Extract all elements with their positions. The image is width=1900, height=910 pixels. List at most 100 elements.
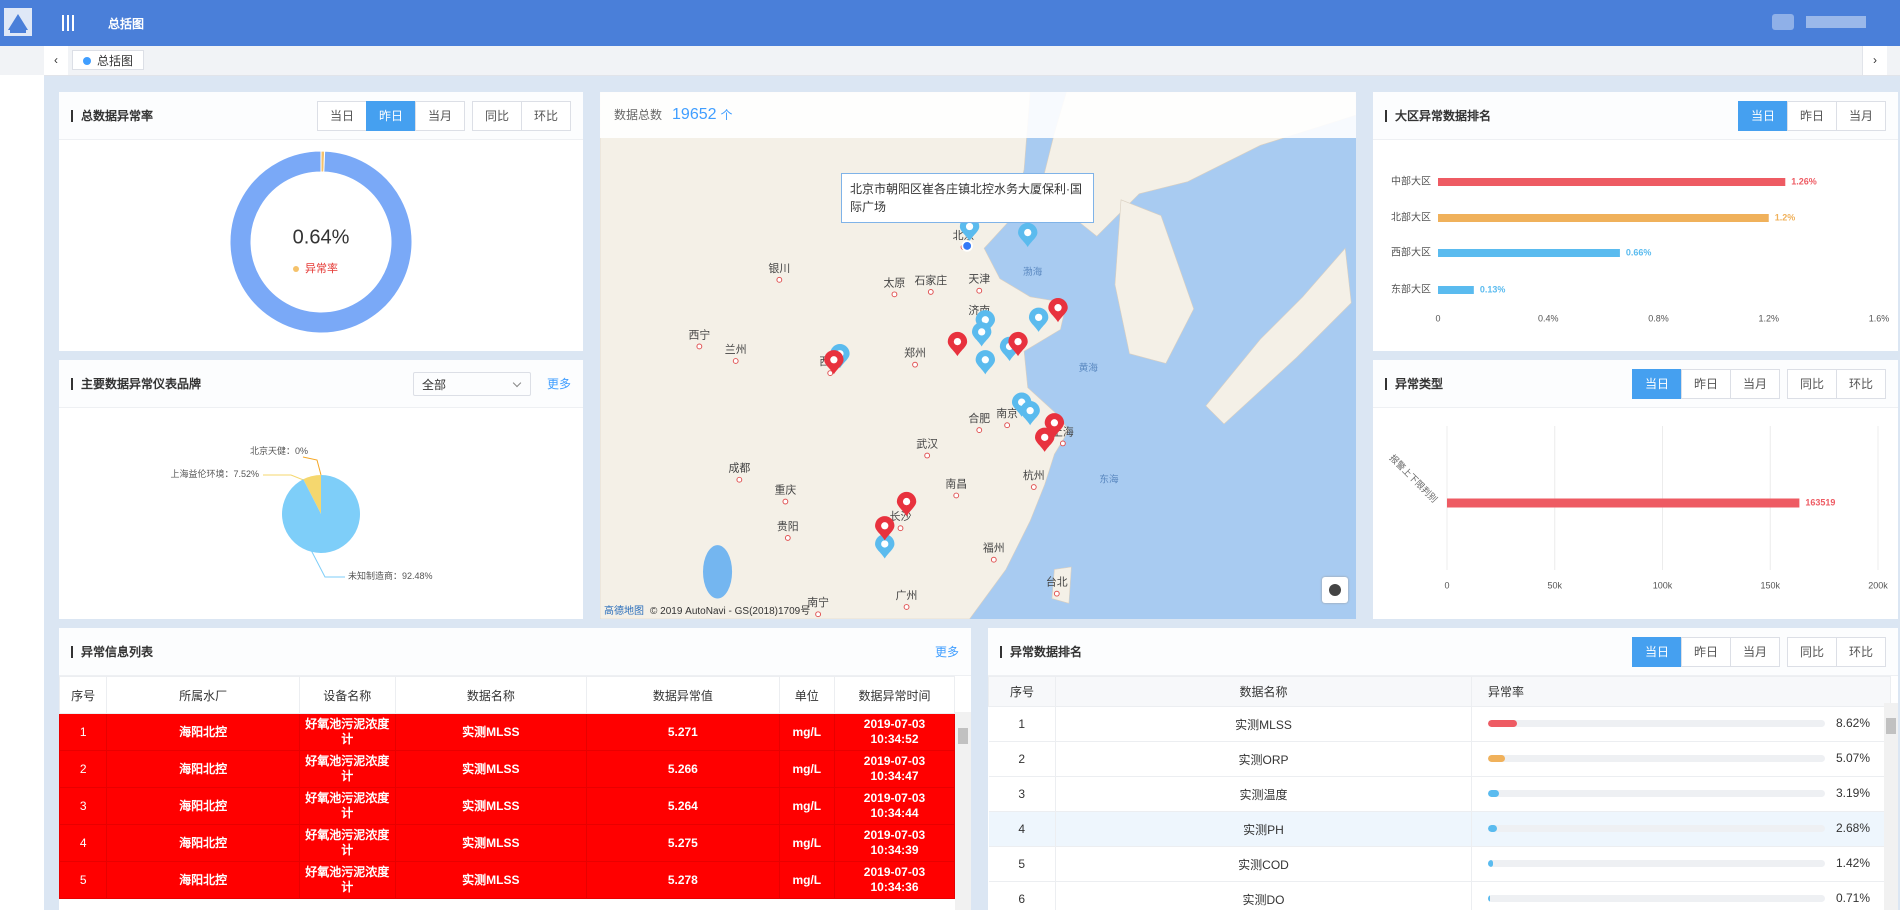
rate-label: 5.07% — [1836, 742, 1870, 774]
period-button[interactable]: 昨日 — [1787, 101, 1837, 131]
compare-button[interactable]: 环比 — [521, 101, 571, 131]
compare-button[interactable]: 同比 — [1787, 369, 1837, 399]
city-dot — [898, 526, 903, 531]
leader-line — [311, 550, 345, 577]
chart-panel: 总数据异常率当日昨日当月同比环比0.64%异常率 — [59, 92, 583, 351]
rate-label: 0.71% — [1836, 882, 1870, 910]
data-row[interactable]: 4海阳北控好氧池污泥浓度计实测MLSS5.275mg/L2019-07-03 1… — [60, 825, 955, 862]
city-label: 合肥 — [968, 411, 990, 425]
user-avatar[interactable] — [1772, 14, 1794, 30]
cell: 实测ORP — [1056, 742, 1472, 777]
logo[interactable] — [4, 8, 32, 36]
data-row[interactable]: 5海阳北控好氧池污泥浓度计实测MLSS5.278mg/L2019-07-03 1… — [60, 862, 955, 899]
category-label: 东部大区 — [1391, 283, 1431, 296]
data-row[interactable]: 1海阳北控好氧池污泥浓度计实测MLSS5.271mg/L2019-07-03 1… — [60, 714, 955, 751]
tab-scroll-left[interactable]: ‹ — [44, 46, 68, 75]
cell: 2019-07-03 10:34:47 — [835, 751, 955, 788]
x-tick-label: 50k — [1547, 580, 1562, 590]
city-dot — [977, 428, 982, 433]
tab-label: 总括图 — [97, 54, 133, 68]
menu-icon[interactable] — [62, 15, 74, 31]
compare-buttons: 同比环比 — [1788, 637, 1886, 667]
period-button[interactable]: 昨日 — [366, 101, 416, 131]
compare-button[interactable]: 环比 — [1836, 637, 1886, 667]
period-button[interactable]: 当日 — [1738, 101, 1788, 131]
map-attribution: 高德地图© 2019 AutoNavi - GS(2018)1709号 — [604, 605, 810, 619]
cell: 实测MLSS — [395, 862, 586, 899]
abnormal-list-panel: 异常信息列表更多序号所属水厂设备名称数据名称数据异常值单位数据异常时间1海阳北控… — [59, 628, 971, 910]
tab-scroll-right[interactable]: › — [1862, 46, 1887, 75]
city-label: 成都 — [728, 462, 750, 475]
data-row[interactable]: 3实测温度3.19% — [989, 777, 1891, 812]
cell: mg/L — [779, 788, 834, 825]
total-unit: 个 — [721, 108, 733, 122]
chart-panel: 异常类型当日昨日当月同比环比050k100k150k200k报警上下限判别163… — [1373, 360, 1898, 619]
period-button[interactable]: 当日 — [1632, 637, 1682, 667]
period-button[interactable]: 当月 — [415, 101, 465, 131]
total-label: 数据总数 — [614, 108, 662, 122]
pin-hole — [1035, 314, 1042, 321]
cell: 6 — [989, 882, 1056, 910]
pin-hole — [881, 522, 888, 529]
sea-label: 渤海 — [1023, 265, 1043, 278]
cell: 实测PH — [1056, 812, 1472, 847]
data-row[interactable]: 5实测COD1.42% — [989, 847, 1891, 882]
period-button[interactable]: 当日 — [1632, 369, 1682, 399]
rate-cell: 2.68% — [1472, 812, 1891, 847]
slice-value: 92.48% — [402, 571, 433, 581]
city-label: 重庆 — [774, 483, 796, 497]
more-link[interactable]: 更多 — [935, 643, 959, 660]
cell: 5.264 — [587, 788, 780, 825]
period-button[interactable]: 当月 — [1836, 101, 1886, 131]
period-button[interactable]: 当月 — [1730, 369, 1780, 399]
city-label: 南宁 — [807, 595, 829, 609]
column-header: 所属水厂 — [107, 677, 300, 714]
rate-cell: 0.71% — [1472, 882, 1891, 910]
map-layer: 北京天津石家庄太原银川兰州西宁西安郑州济南合肥南京上海杭州武汉成都重庆贵阳长沙南… — [600, 92, 1356, 619]
rate-bar — [1488, 825, 1497, 832]
compare-button[interactable]: 同比 — [1787, 637, 1837, 667]
period-button[interactable]: 当月 — [1730, 637, 1780, 667]
sea-label: 黄海 — [1079, 361, 1099, 374]
data-row[interactable]: 4实测PH2.68% — [989, 812, 1891, 847]
pin-hole — [978, 328, 985, 335]
cell: 海阳北控 — [107, 862, 300, 899]
rate-label: 1.42% — [1836, 847, 1870, 879]
column-header: 序号 — [60, 677, 107, 714]
cell: 5 — [989, 847, 1056, 882]
cell: 实测MLSS — [395, 788, 586, 825]
category-label: 北部大区 — [1391, 211, 1431, 224]
bar — [1438, 249, 1620, 257]
data-row[interactable]: 2海阳北控好氧池污泥浓度计实测MLSS5.266mg/L2019-07-03 1… — [60, 751, 955, 788]
cell: mg/L — [779, 862, 834, 899]
city-label: 武汉 — [916, 437, 938, 450]
rate-bar — [1488, 755, 1505, 762]
city-dot — [697, 344, 702, 349]
city-dot — [785, 535, 790, 540]
period-button[interactable]: 昨日 — [1681, 369, 1731, 399]
tab[interactable]: 总括图 — [72, 50, 144, 70]
scroll-thumb[interactable] — [958, 728, 968, 744]
map-header: 数据总数19652个 — [600, 92, 1356, 138]
period-button[interactable]: 昨日 — [1681, 637, 1731, 667]
dropdown[interactable]: 全部 — [413, 372, 531, 396]
rate-label: 2.68% — [1836, 812, 1870, 844]
data-row[interactable]: 6实测DO0.71% — [989, 882, 1891, 910]
scroll-thumb[interactable] — [1886, 718, 1896, 734]
compare-button[interactable]: 环比 — [1836, 369, 1886, 399]
panel-title: 异常类型 — [1385, 378, 1625, 390]
more-link[interactable]: 更多 — [547, 375, 571, 392]
data-row[interactable]: 1实测MLSS8.62% — [989, 707, 1891, 742]
cell: 实测MLSS — [395, 825, 586, 862]
data-row[interactable]: 3海阳北控好氧池污泥浓度计实测MLSS5.264mg/L2019-07-03 1… — [60, 788, 955, 825]
period-button[interactable]: 当日 — [317, 101, 367, 131]
data-row[interactable]: 2实测ORP5.07% — [989, 742, 1891, 777]
rate-cell: 8.62% — [1472, 707, 1891, 742]
compare-button[interactable]: 同比 — [472, 101, 522, 131]
locate-dot — [1329, 584, 1341, 596]
bar — [1438, 178, 1785, 186]
menu-bar — [62, 15, 64, 31]
user-name[interactable] — [1806, 16, 1866, 28]
scrollbar — [1884, 703, 1898, 910]
city-dot — [733, 359, 738, 364]
